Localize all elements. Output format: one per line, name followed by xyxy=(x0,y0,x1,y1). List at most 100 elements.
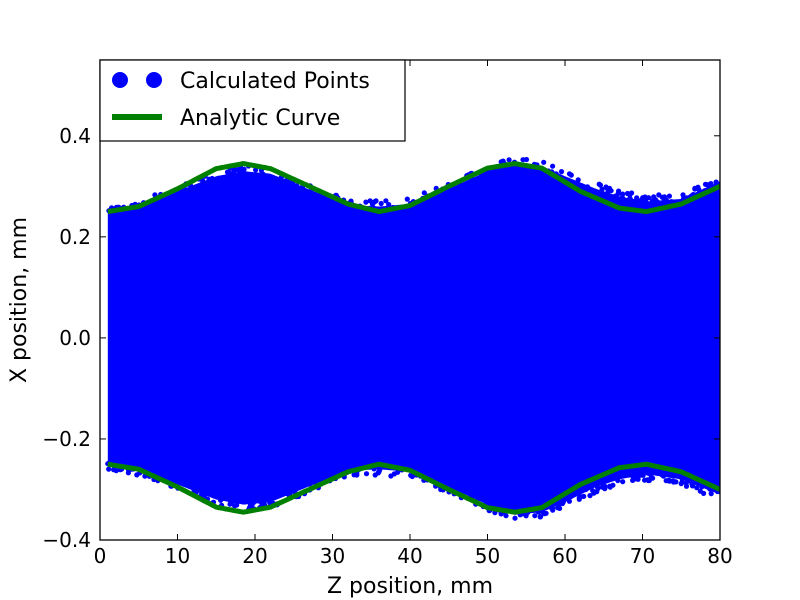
legend-marker-calculated-points xyxy=(146,72,162,88)
calculated-point xyxy=(231,497,237,504)
calculated-point xyxy=(386,202,392,208)
calculated-point xyxy=(673,479,679,485)
calculated-point xyxy=(363,199,369,205)
calculated-point xyxy=(604,191,611,197)
calculated-point xyxy=(568,494,574,500)
calculated-point xyxy=(255,498,261,504)
calculated-point xyxy=(227,501,233,507)
axis-ticks: 0 10 20 30 40 50 60 70 80 −0.4 −0.2 0.0 0.2 0.4 xyxy=(42,60,733,568)
calculated-point xyxy=(404,196,410,202)
y-axis-label: X position, mm xyxy=(7,217,32,383)
calculated-point xyxy=(663,197,670,203)
calculated-point xyxy=(699,484,705,490)
calculated-point xyxy=(642,477,648,483)
calculated-point xyxy=(635,476,641,482)
calculated-point xyxy=(599,484,606,490)
calculated-point xyxy=(532,513,538,519)
x-tick-label: 60 xyxy=(552,544,577,568)
calculated-point xyxy=(520,157,526,163)
calculated-point xyxy=(421,190,427,196)
calculated-point xyxy=(176,190,182,196)
calculated-point xyxy=(596,181,602,187)
calculated-point xyxy=(679,475,685,481)
x-axis-label: Z position, mm xyxy=(327,574,493,599)
calculated-point xyxy=(559,500,566,507)
y-tick-label: 0.4 xyxy=(59,124,91,148)
analytic-curve-lower xyxy=(107,461,720,515)
calculated-point xyxy=(371,199,378,205)
calculated-point xyxy=(650,197,656,203)
calculated-point xyxy=(697,488,703,494)
calculated-point xyxy=(584,184,591,190)
calculated-point xyxy=(483,499,489,505)
calculated-point xyxy=(663,478,669,484)
calculated-point xyxy=(666,193,673,199)
calculated-point xyxy=(558,169,565,175)
calculated-point xyxy=(620,191,626,197)
calculated-point xyxy=(627,196,633,202)
x-tick-label: 10 xyxy=(165,544,190,568)
calculated-point xyxy=(377,467,383,473)
legend: Calculated Points Analytic Curve xyxy=(99,59,406,142)
calculated-point xyxy=(383,198,389,204)
calculated-point xyxy=(232,503,238,509)
calculated-point xyxy=(713,179,719,185)
calculated-point xyxy=(645,470,651,476)
legend-label-analytic-curve: Analytic Curve xyxy=(180,106,340,131)
calculated-point xyxy=(650,475,656,481)
calculated-point xyxy=(469,491,475,497)
calculated-point xyxy=(538,514,544,520)
calculated-point xyxy=(630,473,636,479)
calculated-point xyxy=(240,171,247,177)
calculated-point xyxy=(680,192,686,198)
calculated-point xyxy=(539,509,546,515)
calculated-point xyxy=(593,481,599,487)
calculated-point xyxy=(596,189,602,196)
calculated-point xyxy=(631,199,638,205)
calculated-point xyxy=(637,472,644,478)
calculated-point xyxy=(634,195,640,201)
x-tick-label: 70 xyxy=(630,544,655,568)
calculated-point xyxy=(566,498,573,504)
calculated-point xyxy=(111,467,117,473)
calculated-point xyxy=(354,472,360,478)
x-tick-label: 80 xyxy=(707,544,732,568)
calculated-point xyxy=(566,171,573,177)
calculated-point xyxy=(550,507,556,513)
calculated-point xyxy=(469,177,475,183)
calculated-point xyxy=(363,471,370,477)
calculated-point xyxy=(219,496,225,502)
x-tick-label: 20 xyxy=(242,544,267,568)
analytic-curve-layer xyxy=(107,161,720,515)
calculated-point xyxy=(207,177,213,183)
calculated-point xyxy=(669,199,675,205)
calculated-point xyxy=(287,490,293,497)
calculated-point xyxy=(260,171,266,177)
calculated-point xyxy=(200,180,206,186)
calculated-point xyxy=(607,484,613,490)
calculated-point xyxy=(578,494,584,500)
calculated-point xyxy=(378,200,384,207)
y-tick-label: 0.0 xyxy=(59,326,91,350)
calculated-point xyxy=(620,479,626,485)
calculated-point xyxy=(134,472,140,478)
y-tick-label: 0.2 xyxy=(59,225,91,249)
calculated-point xyxy=(503,513,509,519)
calculated-point xyxy=(704,182,710,188)
calculated-point xyxy=(688,479,694,485)
y-tick-label: −0.2 xyxy=(42,427,91,451)
calculated-point xyxy=(388,473,394,479)
calculated-point xyxy=(500,158,506,164)
calculated-point xyxy=(649,469,656,475)
calculated-point xyxy=(646,195,652,201)
calculated-point xyxy=(450,483,456,489)
calculated-point xyxy=(395,469,401,475)
legend-marker-calculated-points xyxy=(112,72,128,88)
calculated-point xyxy=(299,186,305,192)
y-tick-label: −0.4 xyxy=(42,528,91,552)
x-tick-label: 40 xyxy=(397,544,422,568)
calculated-point xyxy=(708,491,714,497)
calculated-point xyxy=(619,196,625,202)
calculated-point xyxy=(232,166,238,173)
